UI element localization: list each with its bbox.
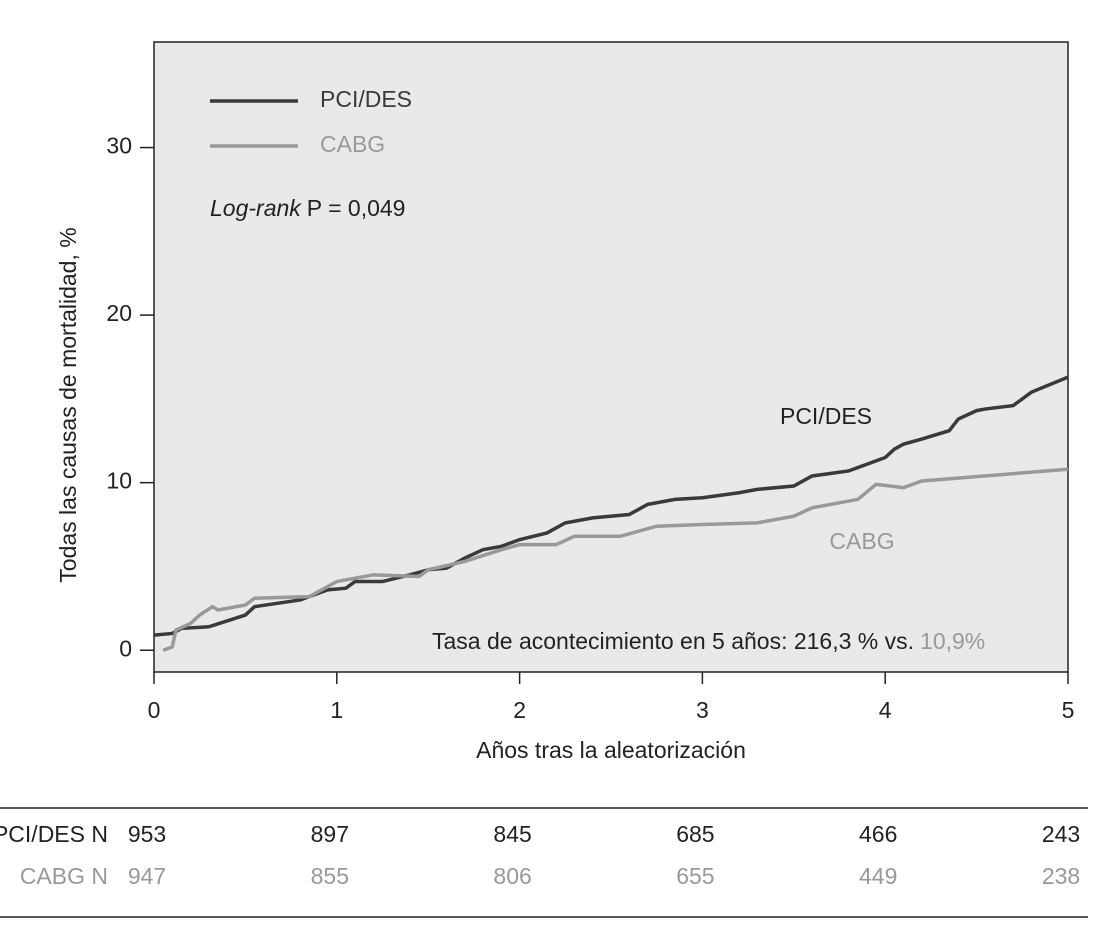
risk-value: 685	[676, 821, 714, 847]
x-axis-label: Años tras la aleatorización	[476, 737, 746, 763]
km-curve	[153, 375, 1069, 637]
event-rate: Tasa de acontecimiento en 5 años: 216,3 …	[432, 628, 985, 654]
legend-label: PCI/DES	[320, 86, 412, 112]
x-tick-label: 2	[513, 697, 526, 723]
x-tick-label: 5	[1062, 697, 1075, 723]
y-tick-label: 20	[106, 300, 132, 326]
x-tick-label: 3	[696, 697, 709, 723]
y-tick-label: 0	[119, 635, 132, 661]
risk-value: 243	[1042, 821, 1080, 847]
y-tick-label: 30	[106, 133, 132, 159]
risk-value: 806	[493, 863, 531, 889]
risk-value: 897	[311, 821, 349, 847]
risk-value: 953	[128, 821, 166, 847]
series-label: PCI/DES	[780, 403, 872, 429]
logrank-italic: Log-rank	[210, 195, 302, 221]
y-axis-label: Todas las causas de mortalidad, %	[55, 227, 81, 582]
risk-value: 655	[676, 863, 714, 889]
logrank: Log-rank P = 0,049	[210, 195, 405, 221]
event-rate-text: Tasa de acontecimiento en 5 años: 216,3 …	[432, 628, 914, 654]
risk-value: 238	[1042, 863, 1080, 889]
event-rate-cabg: 10,9%	[920, 628, 985, 654]
x-tick-label: 4	[879, 697, 892, 723]
y-tick-label: 10	[106, 468, 132, 494]
risk-value: 855	[311, 863, 349, 889]
logrank-p: P = 0,049	[307, 195, 406, 221]
risk-value: 449	[859, 863, 897, 889]
series-label: CABG	[829, 528, 894, 554]
risk-value: 947	[128, 863, 166, 889]
risk-row-label: CABG N	[20, 863, 108, 889]
x-tick-label: 0	[148, 697, 161, 723]
km-curve	[162, 467, 1069, 652]
risk-value: 845	[493, 821, 531, 847]
legend-label: CABG	[320, 131, 385, 157]
risk-row-label: PCI/DES N	[0, 821, 108, 847]
x-tick-label: 1	[330, 697, 343, 723]
risk-value: 466	[859, 821, 897, 847]
plot-area	[153, 41, 1069, 673]
